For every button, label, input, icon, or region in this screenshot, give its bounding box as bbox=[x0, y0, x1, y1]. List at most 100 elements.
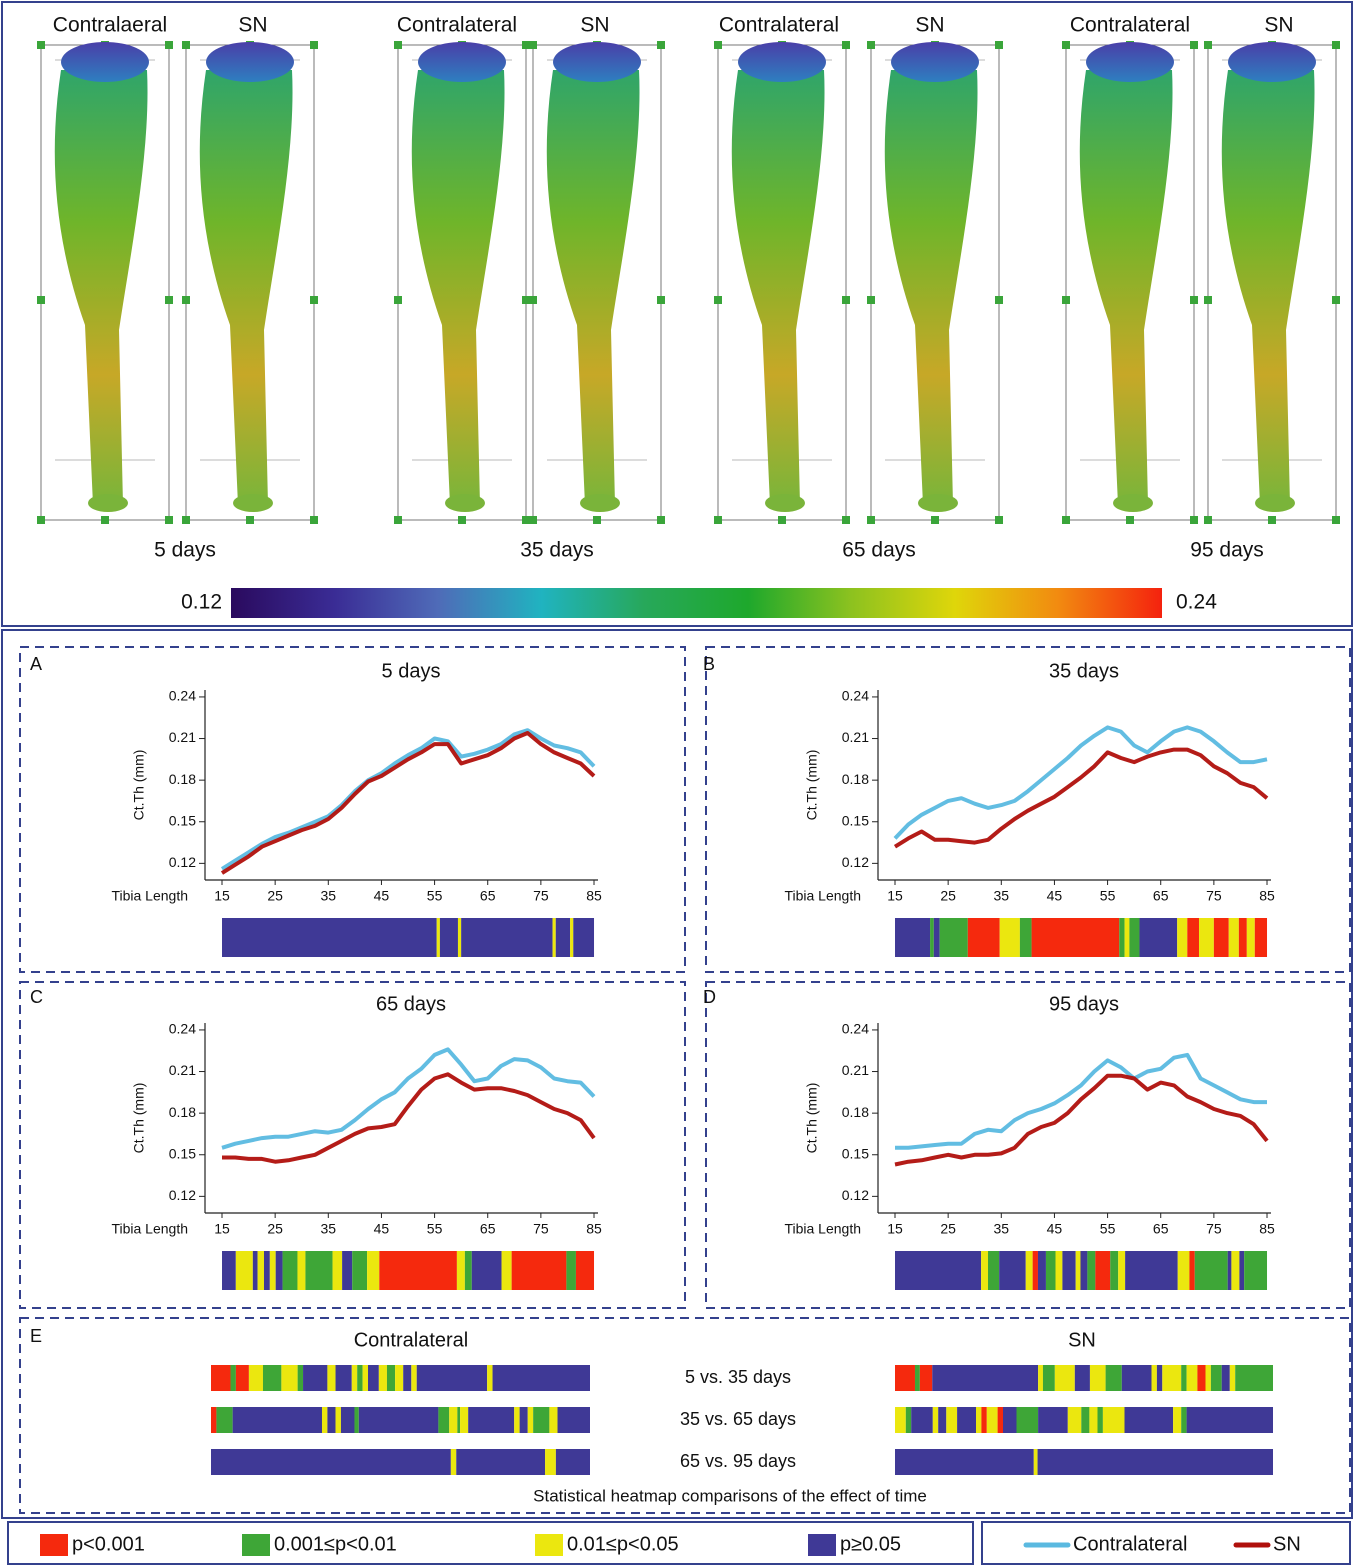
heatmap-cell bbox=[235, 1365, 249, 1391]
charts-frame bbox=[1, 629, 1353, 1519]
heatmap-cell bbox=[566, 1251, 576, 1290]
heatmap-cell bbox=[988, 1251, 1000, 1290]
legend-label: 0.001≤p<0.01 bbox=[274, 1533, 397, 1555]
wire-handle bbox=[714, 516, 722, 524]
heatmap-cell bbox=[1151, 1365, 1157, 1391]
wire-handle bbox=[1190, 41, 1198, 49]
heatmap-cell bbox=[269, 1251, 276, 1290]
x-tick-label: 35 bbox=[321, 888, 337, 904]
heatmap-cell bbox=[471, 1251, 502, 1290]
heatmap-cell bbox=[222, 1251, 236, 1290]
wire-handle bbox=[842, 516, 850, 524]
heatmap-cell bbox=[211, 1365, 231, 1391]
heatmap-cell bbox=[468, 1407, 515, 1433]
heatmap-cell bbox=[967, 918, 1000, 957]
heatmap-cell bbox=[1231, 1251, 1240, 1290]
wire-handle bbox=[1204, 41, 1212, 49]
heatmap-cell bbox=[1124, 918, 1130, 957]
heatmap-cell bbox=[1089, 1407, 1098, 1433]
heatmap-cell bbox=[1210, 1365, 1222, 1391]
wire-handle bbox=[37, 516, 45, 524]
series-line bbox=[222, 1072, 596, 1164]
heatmap-cell bbox=[939, 918, 968, 957]
heatmap-cell bbox=[335, 1407, 341, 1433]
heatmap-cell bbox=[1173, 1407, 1182, 1433]
x-tick-label: 65 bbox=[1153, 888, 1169, 904]
wire-handle bbox=[522, 41, 530, 49]
heatmap-cell bbox=[1239, 1251, 1245, 1290]
y-tick-label: 0.18 bbox=[842, 771, 869, 787]
heatmap-cell bbox=[1080, 1251, 1088, 1290]
heatmap-cell bbox=[552, 918, 556, 957]
wire-handle bbox=[529, 516, 537, 524]
colorbar bbox=[231, 588, 1162, 618]
heatmap-cell bbox=[1032, 1251, 1038, 1290]
heatmap-cell bbox=[1118, 1251, 1126, 1290]
heatmap-cell bbox=[930, 918, 934, 957]
heatmap-cell bbox=[1228, 918, 1239, 957]
wire-handle bbox=[1190, 516, 1198, 524]
y-tick-label: 0.12 bbox=[842, 854, 869, 870]
wire-handle bbox=[1204, 296, 1212, 304]
x-tick-label: 25 bbox=[267, 1221, 283, 1237]
bone-head bbox=[418, 42, 506, 82]
heatmap-cell bbox=[501, 1251, 512, 1290]
legend-frame bbox=[7, 1521, 974, 1565]
legend-swatch bbox=[40, 1534, 68, 1556]
colorbar-label: 0.24 bbox=[1176, 591, 1217, 614]
wire-handle bbox=[714, 41, 722, 49]
wire-handle bbox=[182, 41, 190, 49]
y-tick-label: 0.15 bbox=[169, 1145, 196, 1161]
x-tick-label: 15 bbox=[214, 888, 230, 904]
heatmap-cell bbox=[1181, 1407, 1187, 1433]
bone-head bbox=[553, 42, 641, 82]
heatmap-cell bbox=[460, 1407, 469, 1433]
heatmap-cell bbox=[976, 1407, 982, 1433]
heatmap-cell bbox=[957, 1407, 976, 1433]
legend-label: p≥0.05 bbox=[840, 1533, 901, 1555]
heatmap-cell bbox=[519, 1407, 528, 1433]
heatmap-cell bbox=[895, 1449, 1034, 1475]
legend-label: 0.01≤p<0.05 bbox=[567, 1533, 679, 1555]
time-caption: 95 days bbox=[1190, 539, 1264, 562]
view-label: SN bbox=[580, 14, 609, 37]
chart-title: 95 days bbox=[1049, 993, 1119, 1015]
bone-foot bbox=[765, 494, 805, 512]
x-tick-label: 75 bbox=[1206, 1221, 1222, 1237]
view-label: SN bbox=[1264, 14, 1293, 37]
row-label: 5 vs. 35 days bbox=[685, 1367, 791, 1387]
y-axis-label: Ct.Th (mm) bbox=[804, 750, 820, 821]
x-tick-label: 75 bbox=[533, 1221, 549, 1237]
x-tick-label: 45 bbox=[374, 1221, 390, 1237]
heatmap-cell bbox=[416, 1365, 488, 1391]
heatmap-cell bbox=[403, 1365, 412, 1391]
wire-handle bbox=[101, 516, 109, 524]
heatmap-cell bbox=[449, 1407, 458, 1433]
x-tick-label: 55 bbox=[1100, 888, 1116, 904]
heatmap-cell bbox=[1031, 918, 1120, 957]
x-tick-label: 65 bbox=[1153, 1221, 1169, 1237]
y-tick-label: 0.24 bbox=[842, 688, 869, 704]
heatmap-cell bbox=[1087, 1251, 1096, 1290]
x-tick-label: 65 bbox=[480, 1221, 496, 1237]
x-tick-label: 25 bbox=[267, 888, 283, 904]
heatmap-cell bbox=[235, 1251, 253, 1290]
heatmap-cell bbox=[464, 1251, 472, 1290]
heatmap-cell bbox=[252, 1251, 258, 1290]
y-tick-label: 0.18 bbox=[842, 1104, 869, 1120]
heatmap-cell bbox=[1254, 918, 1268, 957]
heatmap-cell bbox=[1045, 1251, 1056, 1290]
heatmap-cell bbox=[1221, 1365, 1230, 1391]
heatmap-cell bbox=[1074, 1365, 1090, 1391]
heatmap-cell bbox=[533, 1407, 550, 1433]
heatmap-cell bbox=[1016, 1407, 1039, 1433]
wire-handle bbox=[995, 41, 1003, 49]
bone-head bbox=[61, 42, 149, 82]
heatmap-cell bbox=[340, 1407, 355, 1433]
heatmap-cell bbox=[575, 1251, 595, 1290]
heatmap-cell bbox=[1055, 1251, 1063, 1290]
heatmap-cell bbox=[263, 1251, 270, 1290]
heatmap-cell bbox=[327, 1407, 336, 1433]
view-label: SN bbox=[238, 14, 267, 37]
